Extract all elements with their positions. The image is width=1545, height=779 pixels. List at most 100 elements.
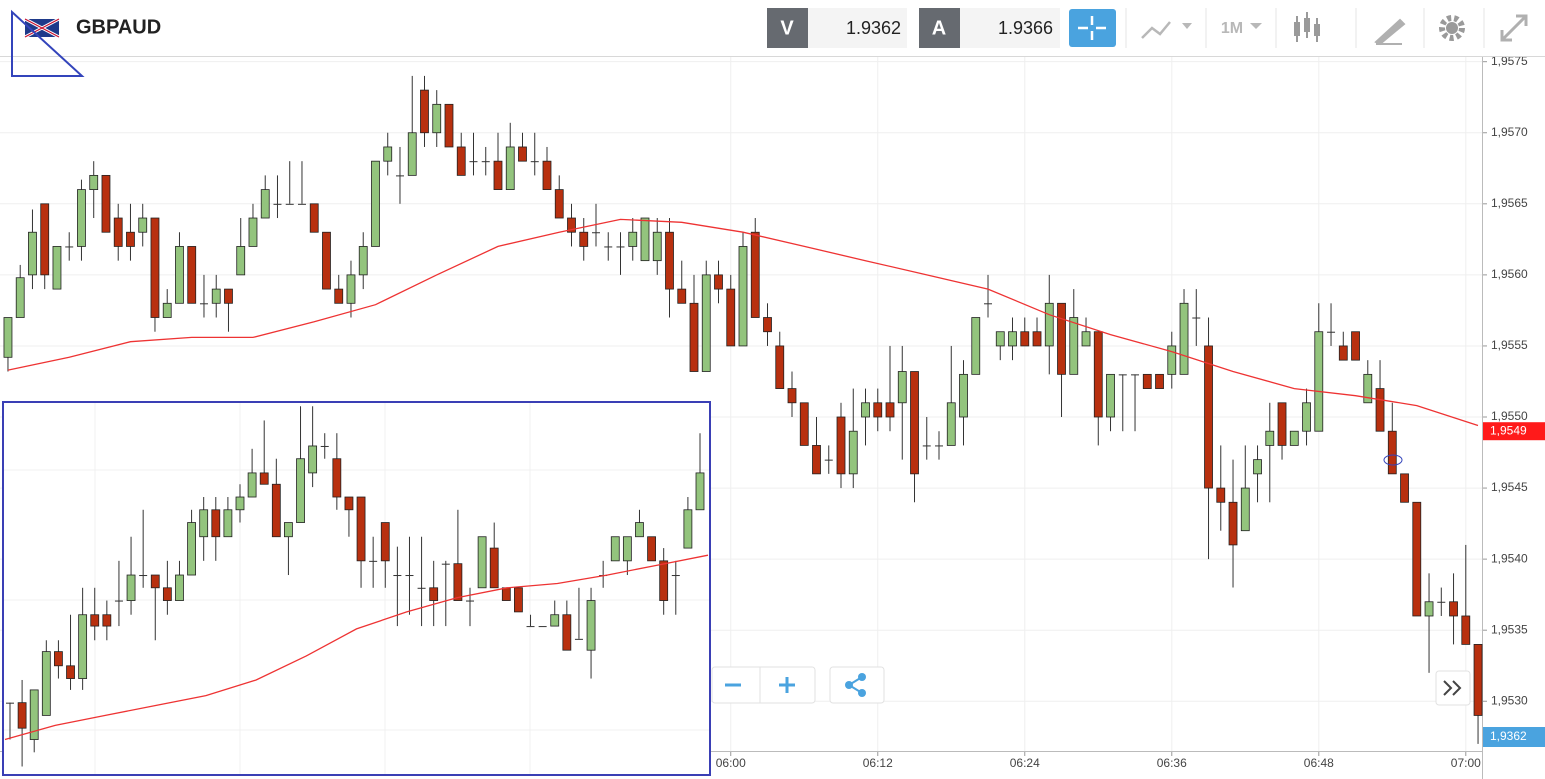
price-tag xyxy=(1483,422,1545,441)
inset xyxy=(2,401,711,776)
candle-body xyxy=(114,600,123,602)
candle-body xyxy=(1118,374,1127,376)
x-tick-label: 06:36 xyxy=(1157,756,1187,770)
candle-body xyxy=(514,587,523,613)
candle-body xyxy=(444,103,454,148)
candle-body xyxy=(383,146,393,162)
candle-body xyxy=(420,89,429,134)
zoom-in[interactable] xyxy=(779,677,795,693)
candle-body xyxy=(1228,501,1238,546)
candle-body xyxy=(432,103,442,134)
candle-body xyxy=(6,702,14,704)
candle-body xyxy=(1106,373,1115,418)
candle-body xyxy=(542,160,552,190)
bid-tag xyxy=(1483,727,1545,747)
candle-body xyxy=(187,522,196,576)
candle-body xyxy=(139,575,148,577)
timeframe[interactable]: 1M xyxy=(1221,20,1243,37)
candle-body xyxy=(356,496,366,562)
sell-button[interactable] xyxy=(767,8,808,48)
candle-body xyxy=(309,203,319,233)
candle-body xyxy=(683,509,693,549)
buy-price: 1.9366 xyxy=(998,18,1053,38)
candle-body xyxy=(775,345,785,389)
candle-body xyxy=(297,203,306,205)
candle-body xyxy=(466,600,474,602)
zoom-controls xyxy=(711,666,1471,706)
price-tag-label: 1,9549 xyxy=(1490,423,1527,437)
candle-body xyxy=(332,458,342,498)
candle-body xyxy=(787,388,797,404)
candle-body xyxy=(714,274,723,290)
candle-body xyxy=(28,231,37,276)
symbol: GBPAUD xyxy=(76,16,161,38)
annotation-triangle xyxy=(11,9,85,77)
sell-price-box[interactable] xyxy=(808,8,907,48)
candle-body xyxy=(395,175,404,177)
candle-body xyxy=(334,288,344,304)
x-tick-label: 07:00 xyxy=(1451,756,1481,770)
candle-body xyxy=(946,402,956,446)
scroll-box xyxy=(1435,670,1471,706)
y-tick-label: 1,9545 xyxy=(1491,480,1528,494)
fullscreen-icon[interactable] xyxy=(1500,14,1528,42)
candle-body xyxy=(1008,331,1017,347)
crosshair-button[interactable] xyxy=(1069,9,1116,47)
candle-body xyxy=(417,587,426,589)
candle-body xyxy=(296,458,305,523)
candle-body xyxy=(224,288,233,304)
y-tick-label: 1,9575 xyxy=(1491,54,1528,68)
candle-body xyxy=(689,302,699,372)
candle-body xyxy=(90,614,100,627)
candle-body xyxy=(393,575,402,577)
candle-body xyxy=(1277,402,1287,446)
candle-body xyxy=(628,231,638,247)
candle-body xyxy=(405,575,414,577)
candle-body xyxy=(126,231,135,247)
x-tick-label: 06:48 xyxy=(1304,756,1334,770)
candle-body xyxy=(910,371,919,475)
candle-body xyxy=(481,161,490,163)
candle-body xyxy=(320,445,329,447)
candle-body xyxy=(344,496,354,511)
candle-body xyxy=(984,303,993,305)
candle-body xyxy=(671,575,680,577)
candle-body xyxy=(1424,601,1434,617)
settings-icon[interactable] xyxy=(1439,15,1465,41)
candle-body xyxy=(591,232,600,234)
candle-body xyxy=(1216,487,1226,503)
candle-body xyxy=(1351,331,1360,361)
candle-body xyxy=(477,536,487,589)
candle-body xyxy=(248,217,258,247)
candle-body xyxy=(41,651,51,716)
candle-body xyxy=(995,331,1005,347)
flag-cross-red xyxy=(24,18,60,38)
candle-body xyxy=(211,509,221,538)
candle-body xyxy=(677,288,687,304)
draw-icon[interactable] xyxy=(1374,18,1406,46)
candle-body xyxy=(647,536,656,562)
y-tick-label: 1,9560 xyxy=(1491,267,1528,281)
candle-body xyxy=(622,536,632,562)
candle-body xyxy=(1375,388,1385,432)
candle-body xyxy=(538,626,547,628)
candle-body xyxy=(40,203,50,276)
candle-icon[interactable] xyxy=(1294,12,1320,42)
scroll-right[interactable] xyxy=(1443,680,1462,696)
candle-body xyxy=(1437,601,1446,603)
candle-body xyxy=(526,626,535,628)
candle-body xyxy=(897,371,907,404)
candle-body xyxy=(812,445,821,475)
candle-body xyxy=(1253,459,1262,475)
candle-body xyxy=(102,614,112,627)
y-tick-label: 1,9540 xyxy=(1491,551,1528,565)
sell-price: 1.9362 xyxy=(846,18,901,38)
chart-type-icon[interactable] xyxy=(1141,21,1171,39)
candle-body xyxy=(550,614,560,627)
buy-button[interactable] xyxy=(919,8,960,48)
candle-body xyxy=(1400,473,1409,503)
candle-body xyxy=(441,563,450,565)
buy-price-box[interactable] xyxy=(960,8,1060,48)
candle-body xyxy=(162,587,172,601)
